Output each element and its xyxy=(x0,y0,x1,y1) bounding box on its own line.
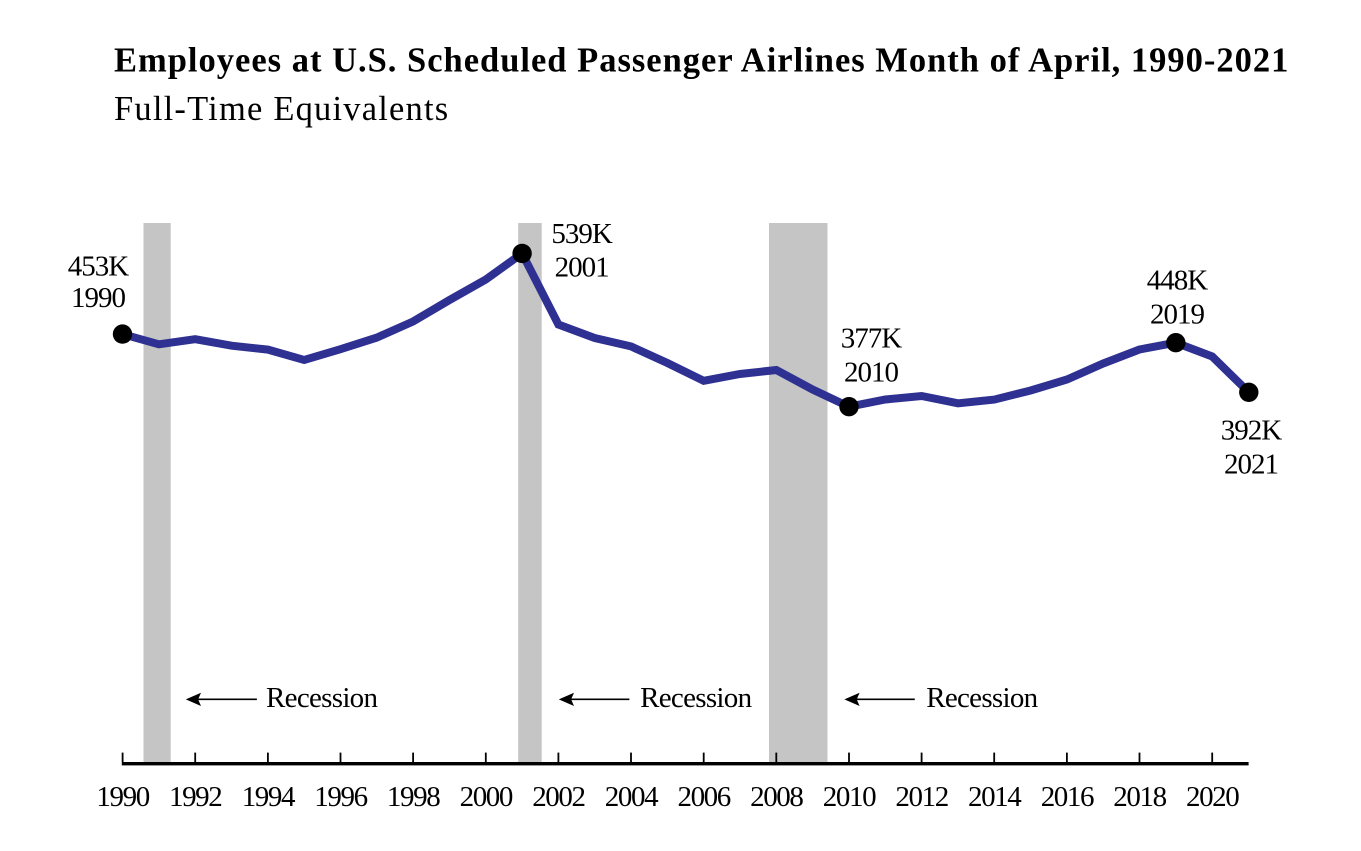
svg-text:2010: 2010 xyxy=(844,356,899,388)
svg-text:1994: 1994 xyxy=(242,781,296,813)
svg-text:1990: 1990 xyxy=(71,282,126,314)
svg-text:2016: 2016 xyxy=(1041,781,1094,813)
svg-text:2004: 2004 xyxy=(605,781,659,813)
svg-text:2020: 2020 xyxy=(1186,781,1239,813)
svg-text:2000: 2000 xyxy=(460,781,513,813)
svg-text:2019: 2019 xyxy=(1150,298,1205,330)
svg-text:2001: 2001 xyxy=(555,251,609,283)
svg-text:2010: 2010 xyxy=(823,781,876,813)
svg-text:392K: 392K xyxy=(1221,415,1283,447)
svg-text:2021: 2021 xyxy=(1224,448,1278,480)
svg-text:2012: 2012 xyxy=(895,781,947,813)
svg-text:1990: 1990 xyxy=(96,781,149,813)
svg-text:2002: 2002 xyxy=(532,781,584,813)
svg-text:377K: 377K xyxy=(841,323,903,355)
svg-text:1992: 1992 xyxy=(169,781,221,813)
svg-text:453K: 453K xyxy=(68,251,130,283)
svg-text:Recession: Recession xyxy=(266,682,378,714)
svg-text:Recession: Recession xyxy=(926,682,1038,714)
svg-text:1996: 1996 xyxy=(314,781,367,813)
svg-text:Recession: Recession xyxy=(640,682,752,714)
svg-text:2014: 2014 xyxy=(968,781,1022,813)
svg-text:2006: 2006 xyxy=(677,781,730,813)
svg-text:2018: 2018 xyxy=(1113,781,1166,813)
svg-text:Full-Time Equivalents: Full-Time Equivalents xyxy=(114,90,449,128)
svg-text:Employees at U.S. Scheduled Pa: Employees at U.S. Scheduled Passenger Ai… xyxy=(114,42,1289,80)
svg-text:2008: 2008 xyxy=(750,781,803,813)
svg-text:1998: 1998 xyxy=(387,781,440,813)
svg-text:448K: 448K xyxy=(1147,265,1209,297)
svg-text:539K: 539K xyxy=(551,218,613,250)
